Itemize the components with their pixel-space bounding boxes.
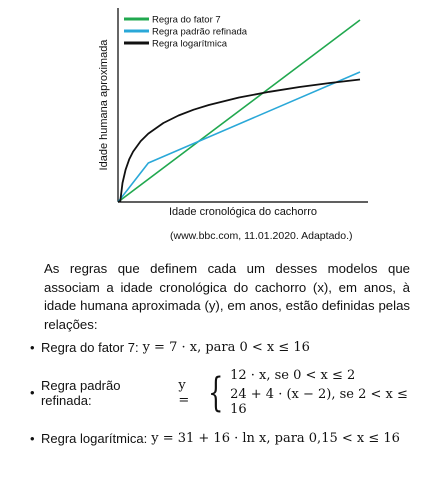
series-line-3 [117, 78, 361, 203]
rule-refinada-lhs: y = [178, 377, 190, 408]
legend-label-3: Regra logarítmica [152, 39, 228, 50]
rule-refinada-formula: y = { 12 · x, se 0 < x ≤ 2 24 + 4 · (x −… [178, 368, 428, 417]
rule-refinada-label: Regra padrão refinada: [40, 377, 121, 408]
rule-log-label: Regra logarítmica: [41, 431, 148, 446]
legend-label-1: Regra do fator 7 [152, 15, 221, 26]
bullet-icon: • [30, 340, 35, 355]
bullet-icon: • [30, 385, 35, 400]
left-brace-icon: { [207, 369, 224, 416]
bullet-icon: • [30, 431, 35, 446]
rule-refinada-case1: 12 · x, se 0 < x ≤ 2 [230, 368, 356, 383]
rule-refinada-case2: 24 + 4 · (x − 2), se 2 < x ≤ 16 [230, 387, 408, 417]
rule-fator7: • Regra do fator 7: y = 7 · x, para 0 < … [30, 340, 310, 355]
series-line-1 [117, 19, 361, 203]
rule-log-formula: y = 31 + 16 · ln x, para 0,15 < x ≤ 16 [151, 431, 400, 446]
rule-fator7-label: Regra do fator 7: [41, 340, 139, 355]
rule-fator7-formula: y = 7 · x, para 0 < x ≤ 16 [142, 340, 310, 355]
rule-log: • Regra logarítmica: y = 31 + 16 · ln x,… [30, 431, 400, 446]
source-citation: (www.bbc.com, 11.01.2020. Adaptado.) [170, 230, 353, 242]
x-axis-label: Idade cronológica do cachorro [169, 206, 317, 218]
legend-label-2: Regra padrão refinada [152, 27, 248, 38]
series-line-2 [117, 71, 361, 203]
intro-paragraph: As regras que definem cada um desses mod… [44, 261, 410, 332]
y-axis-label: Idade humana aproximada [98, 39, 110, 171]
rule-refinada: • Regra padrão refinada: y = { 12 · x, s… [30, 368, 428, 417]
